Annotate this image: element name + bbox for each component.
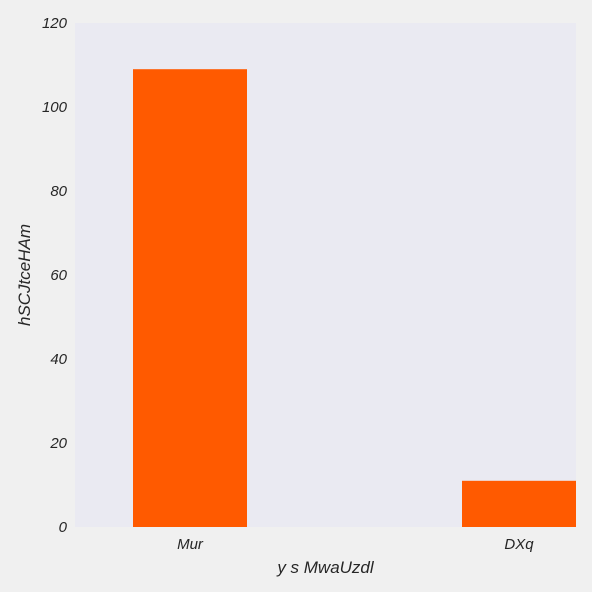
- x-tick-label: Mur: [177, 536, 204, 553]
- y-tick-label: 40: [50, 351, 67, 368]
- bar-mur: [133, 69, 247, 527]
- y-tick-label: 60: [50, 267, 67, 284]
- y-axis-label: hSCJtceHAm: [15, 224, 34, 326]
- y-axis-ticks: 0 20 40 60 80 100 120: [42, 15, 68, 536]
- y-tick-label: 120: [42, 15, 68, 32]
- bar-dxq: [462, 480, 576, 527]
- y-tick-label: 0: [59, 519, 68, 536]
- y-tick-label: 100: [42, 99, 68, 116]
- x-axis-label: y s MwaUzdl: [276, 558, 375, 577]
- y-tick-label: 20: [49, 435, 67, 452]
- bars: [133, 69, 576, 527]
- y-tick-label: 80: [50, 183, 67, 200]
- x-axis-ticks: Mur DXq: [177, 536, 534, 553]
- x-tick-label: DXq: [504, 536, 534, 553]
